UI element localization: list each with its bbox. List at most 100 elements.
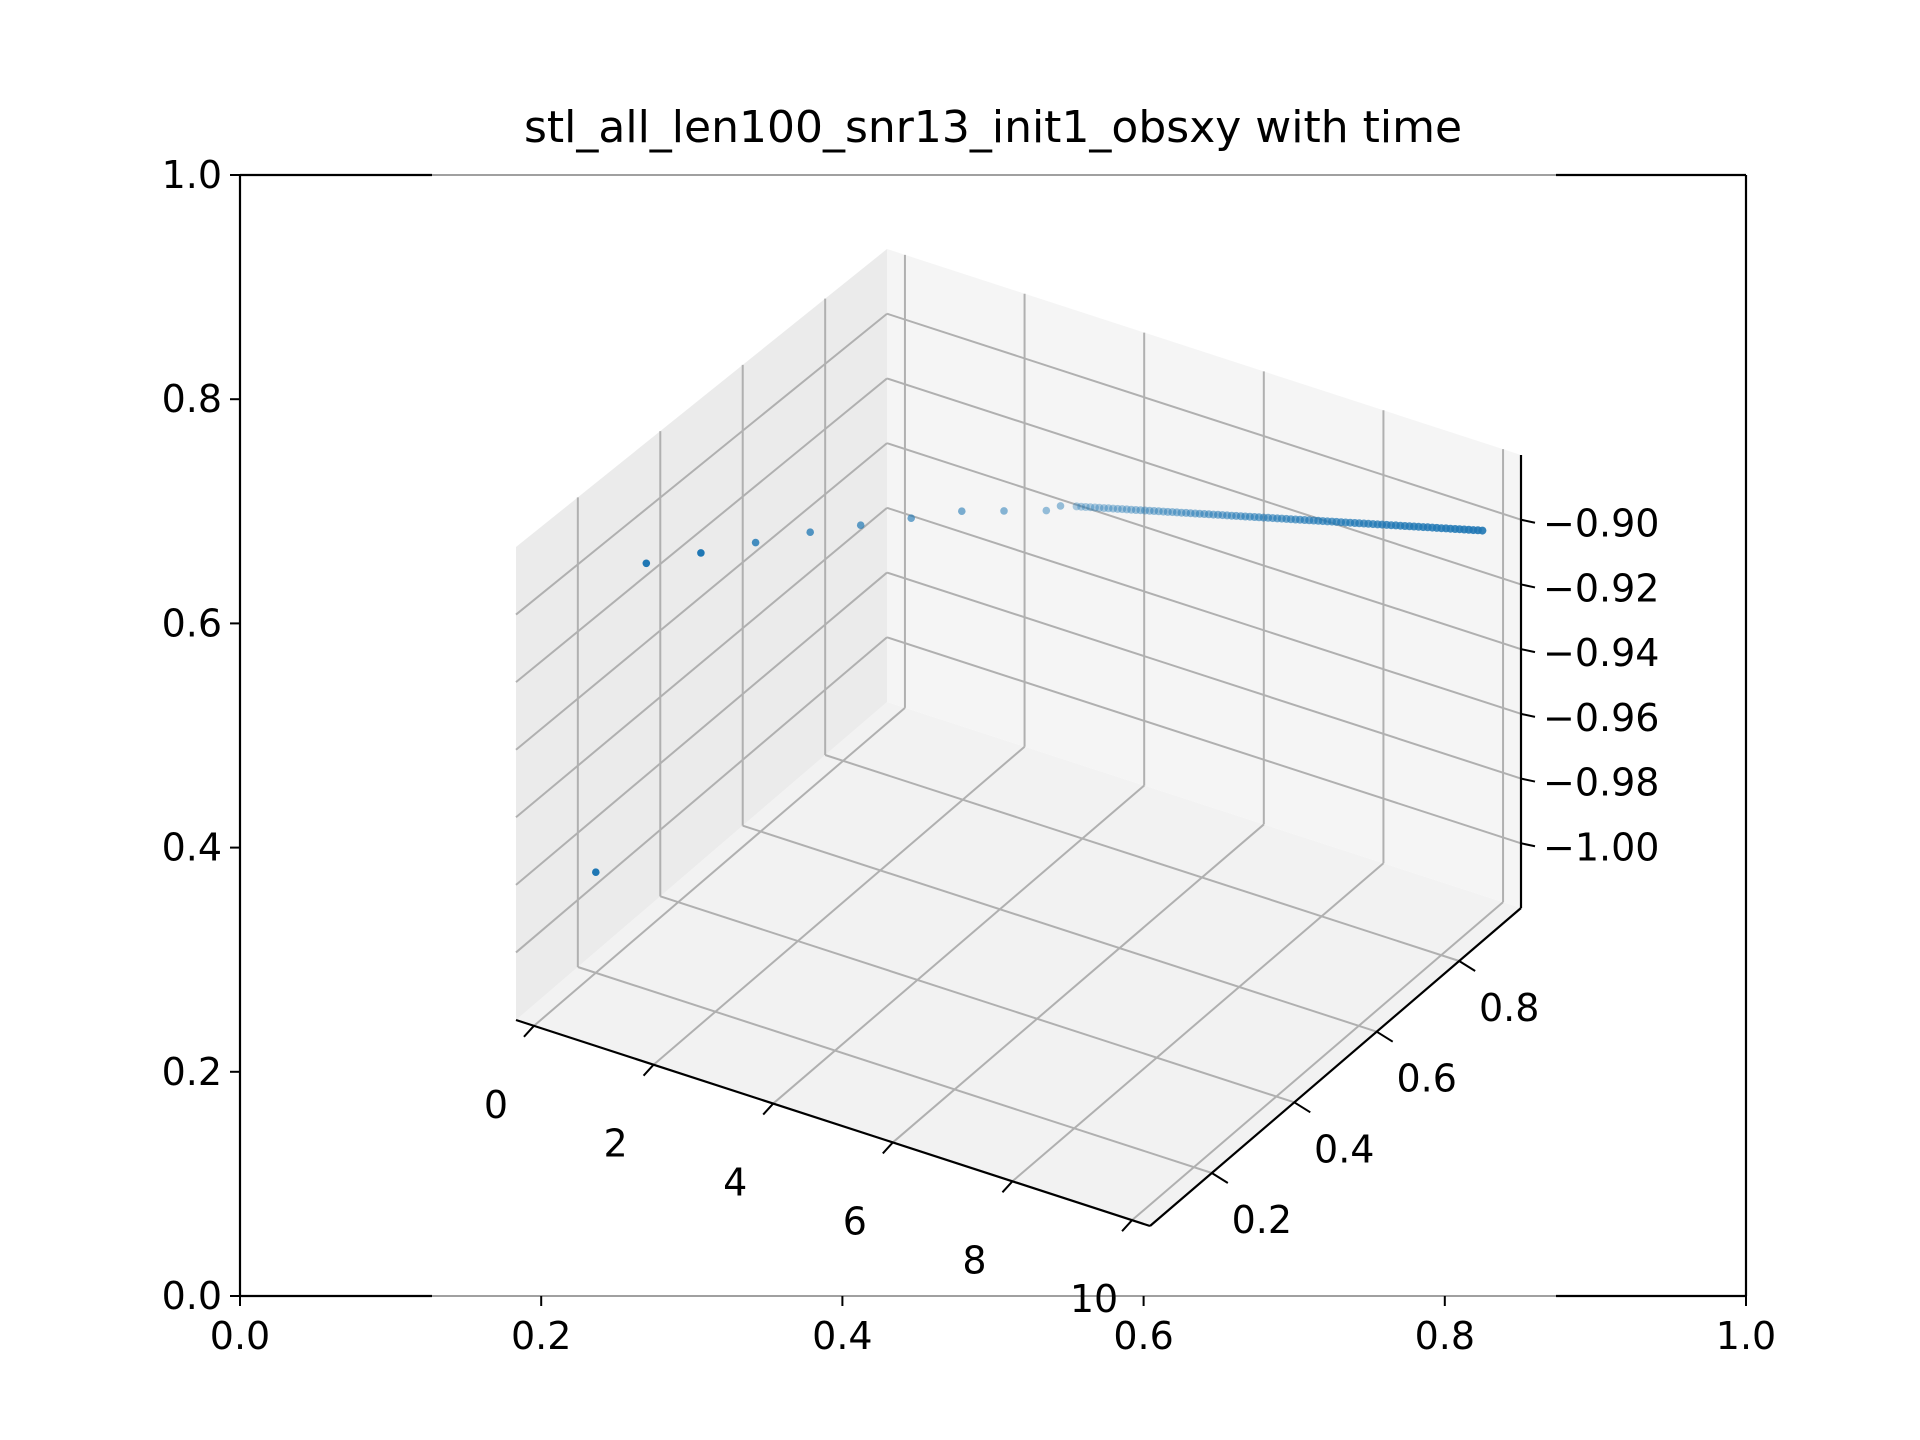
x-tick-label-3d: 0.4	[1314, 1127, 1374, 1171]
scatter-point	[1141, 506, 1149, 515]
x-tick-mark-3d	[1211, 1172, 1229, 1184]
z-tick-label: −0.90	[1543, 502, 1659, 546]
scatter-point	[1127, 505, 1136, 514]
back-pane	[887, 249, 1521, 908]
scatter-point	[1104, 504, 1113, 513]
scatter-point	[1145, 506, 1154, 515]
grid-w-back	[886, 506, 1522, 715]
scatter-point	[751, 538, 760, 547]
z-tick-label: −0.98	[1543, 761, 1659, 805]
grid-v-floor	[824, 754, 1460, 962]
z-tick-mark	[1520, 518, 1536, 524]
time-tick-mark	[882, 1141, 894, 1155]
left-pane	[516, 249, 887, 1020]
chart-title: stl_all_len100_snr13_init1_obsxy with ti…	[524, 102, 1462, 153]
z-tick-label: −0.94	[1543, 631, 1659, 675]
z-tick-mark	[1520, 842, 1536, 848]
z-tick-label: −0.92	[1543, 566, 1659, 610]
scatter-point	[1090, 503, 1099, 512]
scatter-point	[1086, 503, 1095, 512]
scatter-point	[1163, 507, 1172, 516]
time-tick-label: 0	[484, 1083, 508, 1127]
scatter-point	[1154, 507, 1163, 516]
time-tick-mark	[642, 1064, 655, 1077]
z-tick-mark	[1520, 712, 1536, 718]
time-tick-mark	[1001, 1180, 1014, 1193]
scatter-point	[856, 521, 865, 529]
grid-w-back	[886, 442, 1522, 651]
axes-3d-grid	[515, 254, 1522, 1221]
x-tick-label: 0.2	[511, 1314, 571, 1358]
scatter-point	[1095, 503, 1104, 512]
grid-w-back	[886, 636, 1522, 845]
axes-2d-ticks: 0.00.0 0.2 0.2 0.4 0.4 0.6 0.6 0.8 0.8 1.0 1.0	[162, 153, 1777, 1358]
scatter-point	[1177, 508, 1186, 517]
x-tick-mark-3d	[1293, 1101, 1311, 1114]
scatter-point	[1131, 506, 1140, 514]
time-tick-label: 4	[723, 1161, 747, 1205]
x-tick-label: 0.0	[210, 1314, 270, 1358]
scatter-point	[1000, 507, 1008, 515]
scatter-point	[907, 514, 915, 522]
grid-w-back	[886, 571, 1522, 780]
x-tick-mark-3d	[1376, 1030, 1394, 1043]
time-tick-mark	[523, 1025, 535, 1038]
x-tick-label: 0.6	[1113, 1314, 1173, 1358]
scatter-point	[1118, 505, 1127, 514]
z-tick-label: −1.00	[1543, 825, 1659, 869]
time-tick-label: 8	[962, 1238, 986, 1282]
scatter-point	[1056, 502, 1065, 510]
scatter-point	[1136, 506, 1145, 515]
time-tick-label: 2	[603, 1122, 627, 1166]
y-tick-label: 0.2	[162, 1050, 222, 1094]
scatter-point	[1122, 505, 1131, 514]
scatter-point	[1081, 503, 1090, 511]
scatter-point	[642, 559, 651, 568]
scatter-point	[1478, 526, 1487, 535]
scatter-point	[1072, 502, 1081, 511]
x-tick-mark-3d	[1458, 960, 1476, 972]
x-tick-label-3d: 0.2	[1232, 1198, 1292, 1242]
scatter-point	[592, 868, 600, 876]
time-axis-line	[515, 1018, 1151, 1228]
x-tick-label-3d: 0.8	[1479, 986, 1539, 1030]
x-tick-label: 1.0	[1716, 1314, 1776, 1358]
time-tick-label: 6	[843, 1199, 867, 1243]
grid-w-left	[515, 377, 888, 683]
scatter-point	[1100, 504, 1108, 513]
x-tick-label: 0.8	[1415, 1314, 1475, 1358]
y-tick-label: 1.0	[162, 153, 222, 197]
y-tick-label: 0.0	[162, 1274, 222, 1318]
grid-w-left	[515, 636, 888, 954]
grid-v-floor	[577, 966, 1213, 1174]
scatter-point	[1113, 504, 1122, 513]
scatter-point	[1077, 502, 1086, 511]
time-tick-label: 10	[1070, 1277, 1118, 1321]
scatter-points	[592, 502, 1487, 876]
time-tick-mark	[1121, 1219, 1133, 1232]
grid-w-left	[515, 571, 888, 886]
time-tick-mark	[762, 1102, 774, 1116]
scatter-point	[1150, 507, 1159, 515]
scatter-point	[1172, 508, 1181, 517]
axes-3d-ticks: 0 2 4 6 8 10 0.2 0.4 0.6 0.8 −0.90 −0.92 −0.94 −0.96 −…	[484, 502, 1660, 1321]
y-tick-label: 0.6	[162, 601, 222, 645]
scatter-point	[1109, 504, 1118, 513]
z-tick-mark	[1520, 648, 1536, 654]
scatter-point	[697, 549, 705, 557]
grid-w-left	[515, 312, 888, 616]
y-tick-label: 0.8	[162, 377, 222, 421]
grid-v-floor	[742, 824, 1378, 1033]
grid-w-back	[886, 377, 1522, 586]
z-tick-label: −0.96	[1543, 696, 1659, 740]
scatter-point	[1159, 507, 1168, 516]
scatter-point	[806, 528, 814, 536]
x-tick-label-3d: 0.6	[1397, 1057, 1457, 1101]
scatter-point	[958, 507, 966, 515]
axes-2d-frame	[238, 173, 1748, 1298]
z-tick-mark	[1520, 777, 1536, 783]
y-tick-label: 0.4	[162, 826, 222, 870]
x-tick-label: 0.4	[812, 1314, 872, 1358]
scatter-point	[1042, 506, 1051, 515]
